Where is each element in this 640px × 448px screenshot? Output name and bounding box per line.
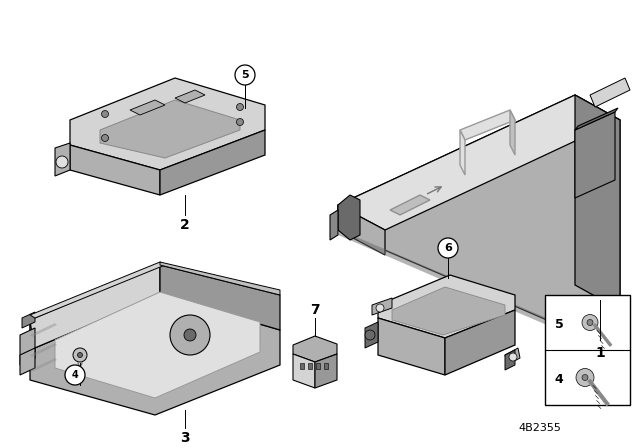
Circle shape xyxy=(235,65,255,85)
Circle shape xyxy=(376,304,384,312)
Polygon shape xyxy=(160,262,280,295)
Polygon shape xyxy=(510,110,515,155)
Bar xyxy=(308,363,312,369)
Circle shape xyxy=(56,156,68,168)
Polygon shape xyxy=(55,292,260,398)
Circle shape xyxy=(576,369,594,387)
Polygon shape xyxy=(338,230,575,335)
Polygon shape xyxy=(445,310,515,375)
Bar xyxy=(300,363,304,369)
Polygon shape xyxy=(130,100,165,115)
Text: 5: 5 xyxy=(555,318,563,331)
Polygon shape xyxy=(460,130,465,175)
Polygon shape xyxy=(70,78,265,170)
Text: 1: 1 xyxy=(595,346,605,360)
Circle shape xyxy=(438,238,458,258)
Circle shape xyxy=(509,353,517,361)
Polygon shape xyxy=(505,348,520,365)
Circle shape xyxy=(587,319,593,326)
Polygon shape xyxy=(30,320,35,355)
Circle shape xyxy=(582,314,598,331)
Polygon shape xyxy=(30,358,57,372)
Circle shape xyxy=(237,103,243,111)
Polygon shape xyxy=(293,354,315,388)
Polygon shape xyxy=(575,112,615,198)
Polygon shape xyxy=(293,336,337,362)
Polygon shape xyxy=(30,295,280,415)
Bar xyxy=(324,363,328,369)
Polygon shape xyxy=(338,95,620,230)
Polygon shape xyxy=(460,110,515,140)
Circle shape xyxy=(365,330,375,340)
Polygon shape xyxy=(100,100,240,158)
Polygon shape xyxy=(372,298,392,315)
Text: 5: 5 xyxy=(241,70,249,80)
Polygon shape xyxy=(55,143,70,176)
Polygon shape xyxy=(70,145,160,195)
Polygon shape xyxy=(378,318,445,375)
Polygon shape xyxy=(175,90,205,103)
Bar xyxy=(545,295,630,405)
Polygon shape xyxy=(575,108,618,130)
Circle shape xyxy=(582,375,588,380)
Polygon shape xyxy=(160,265,280,330)
Text: 4: 4 xyxy=(72,370,78,380)
Text: 4: 4 xyxy=(555,373,563,386)
Circle shape xyxy=(237,119,243,125)
Text: 7: 7 xyxy=(310,303,320,317)
Polygon shape xyxy=(338,95,620,330)
Polygon shape xyxy=(505,350,515,370)
Polygon shape xyxy=(338,195,360,240)
Text: 6: 6 xyxy=(444,243,452,253)
Circle shape xyxy=(65,365,85,385)
Text: 2: 2 xyxy=(180,218,190,232)
Polygon shape xyxy=(338,205,385,255)
Circle shape xyxy=(102,111,109,117)
Polygon shape xyxy=(160,130,265,195)
Polygon shape xyxy=(20,348,35,375)
Bar xyxy=(316,363,320,369)
Polygon shape xyxy=(575,95,620,310)
Circle shape xyxy=(184,329,196,341)
Polygon shape xyxy=(30,323,57,337)
Circle shape xyxy=(73,348,87,362)
Polygon shape xyxy=(365,322,378,348)
Text: 4B2355: 4B2355 xyxy=(518,423,561,433)
Polygon shape xyxy=(378,275,515,338)
Polygon shape xyxy=(20,328,35,365)
Polygon shape xyxy=(315,354,337,388)
Text: 3: 3 xyxy=(180,431,190,445)
Polygon shape xyxy=(30,265,160,350)
Polygon shape xyxy=(390,195,430,215)
Polygon shape xyxy=(30,262,165,318)
Polygon shape xyxy=(590,78,630,107)
Circle shape xyxy=(102,134,109,142)
Polygon shape xyxy=(330,210,338,240)
Circle shape xyxy=(77,353,83,358)
Polygon shape xyxy=(30,343,57,357)
Circle shape xyxy=(170,315,210,355)
Polygon shape xyxy=(22,312,35,328)
Polygon shape xyxy=(392,287,505,335)
